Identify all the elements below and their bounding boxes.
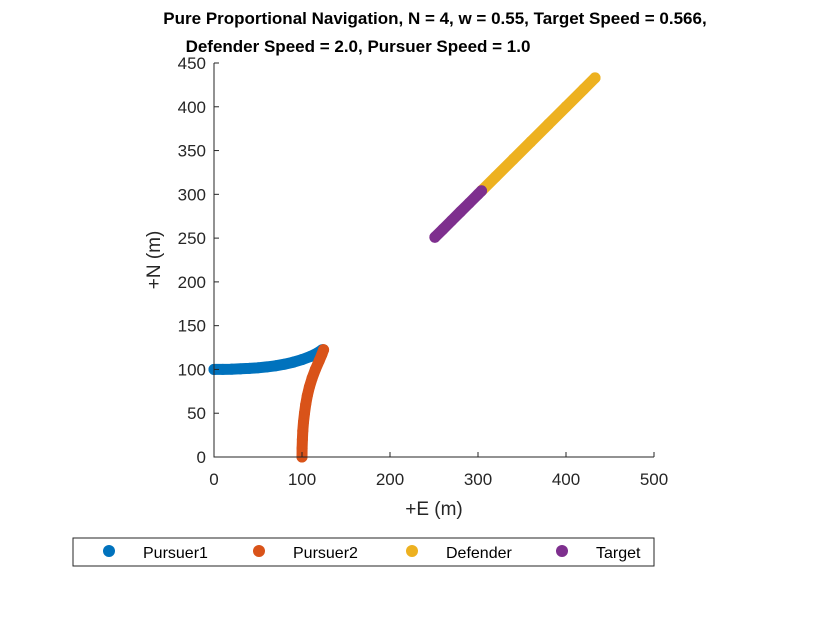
x-tick-label: 200 xyxy=(376,470,404,489)
x-tick-label: 500 xyxy=(640,470,668,489)
legend-marker-pursuer2 xyxy=(253,545,265,557)
data-point-pursuer1 xyxy=(278,358,290,370)
data-point-target xyxy=(446,215,458,227)
y-tick-label: 0 xyxy=(197,448,206,467)
x-axis-ticks: 0 100 200 300 400 500 xyxy=(209,452,668,489)
chart-title-line2: Defender Speed = 2.0, Pursuer Speed = 1.… xyxy=(186,37,531,56)
data-point-pursuer2 xyxy=(306,372,318,384)
y-tick-label: 350 xyxy=(178,142,206,161)
y-axis-label: +N (m) xyxy=(144,231,165,290)
data-point-pursuer1 xyxy=(226,363,238,375)
y-tick-label: 150 xyxy=(178,317,206,336)
data-point-pursuer1 xyxy=(270,360,282,372)
data-point-defender xyxy=(560,101,572,113)
data-point-pursuer2 xyxy=(297,425,309,437)
legend: Pursuer1 Pursuer2 Defender Target xyxy=(72,537,655,567)
y-tick-label: 250 xyxy=(178,229,206,248)
chart-title-line1: Pure Proportional Navigation, N = 4, w =… xyxy=(163,9,706,28)
x-tick-label: 0 xyxy=(209,470,218,489)
x-axis-label: +E (m) xyxy=(405,499,463,520)
data-point-target xyxy=(476,185,488,197)
data-point-defender xyxy=(589,72,601,84)
data-point-target xyxy=(429,231,441,243)
data-point-pursuer1 xyxy=(234,363,246,375)
legend-marker-pursuer1 xyxy=(103,545,115,557)
x-tick-label: 300 xyxy=(464,470,492,489)
data-point-defender xyxy=(507,153,519,165)
y-tick-label: 50 xyxy=(187,404,206,423)
axes-lines xyxy=(213,63,654,458)
legend-label-pursuer2: Pursuer2 xyxy=(293,545,358,562)
y-tick-label: 400 xyxy=(178,98,206,117)
y-tick-label: 200 xyxy=(178,273,206,292)
data-point-pursuer2 xyxy=(297,416,309,428)
legend-label-target: Target xyxy=(596,545,641,562)
legend-marker-target xyxy=(556,545,568,557)
plot-series xyxy=(208,72,601,463)
y-tick-label: 450 xyxy=(178,54,206,73)
data-point-pursuer2 xyxy=(318,344,330,356)
data-point-pursuer2 xyxy=(300,398,312,410)
data-point-target xyxy=(463,197,475,209)
legend-marker-defender xyxy=(406,545,418,557)
data-point-pursuer2 xyxy=(296,442,308,454)
data-point-target xyxy=(437,223,449,235)
data-point-defender xyxy=(525,136,537,148)
y-tick-label: 300 xyxy=(178,185,206,204)
data-point-pursuer2 xyxy=(296,433,308,445)
legend-label-defender: Defender xyxy=(446,545,512,562)
data-point-pursuer2 xyxy=(301,390,313,402)
data-point-pursuer2 xyxy=(303,381,315,393)
data-point-pursuer1 xyxy=(296,354,308,366)
legend-label-pursuer1: Pursuer1 xyxy=(143,545,208,562)
data-point-defender xyxy=(578,83,590,95)
data-point-target xyxy=(454,206,466,218)
data-point-pursuer2 xyxy=(298,407,310,419)
x-tick-label: 100 xyxy=(288,470,316,489)
data-point-pursuer1 xyxy=(287,356,299,368)
data-point-defender xyxy=(490,171,502,183)
y-tick-label: 100 xyxy=(178,360,206,379)
data-point-defender xyxy=(542,118,554,130)
data-point-pursuer2 xyxy=(309,363,321,375)
data-point-pursuer1 xyxy=(252,362,264,374)
x-tick-label: 400 xyxy=(552,470,580,489)
data-point-pursuer1 xyxy=(243,362,255,374)
data-point-pursuer1 xyxy=(261,361,273,373)
data-point-pursuer1 xyxy=(217,363,229,375)
y-axis-ticks: 0 50 100 150 200 250 300 350 400 450 xyxy=(178,54,219,467)
